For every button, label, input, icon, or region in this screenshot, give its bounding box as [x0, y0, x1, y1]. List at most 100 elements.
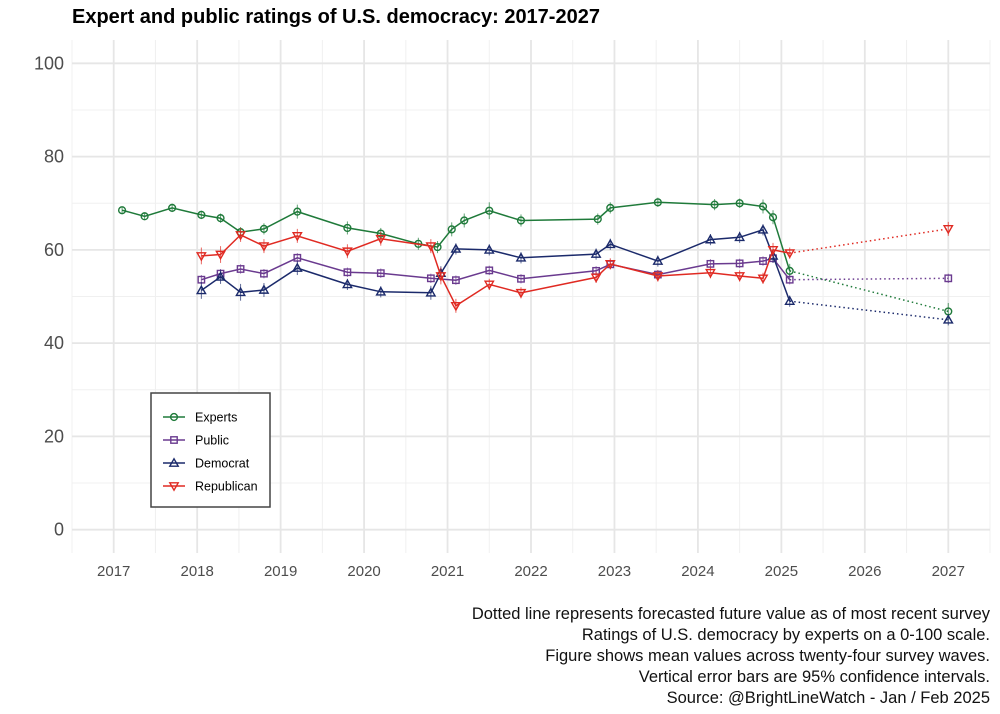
public-point: [236, 265, 245, 273]
x-tick-label: 2022: [514, 563, 547, 580]
x-tick-label: 2027: [932, 563, 965, 580]
experts-line: [121, 201, 791, 272]
legend-democrat-marker: [168, 457, 180, 467]
democrat-line: [200, 228, 791, 302]
republican-point: [652, 272, 664, 282]
democrat-point: [705, 233, 716, 244]
y-tick-label: 20: [44, 426, 64, 446]
public-point: [517, 274, 525, 283]
caption-line-waves: Figure shows mean values across twenty-f…: [545, 647, 990, 665]
experts-point: [516, 216, 526, 225]
republican-point: [767, 246, 779, 256]
x-tick-label: 2021: [431, 563, 464, 580]
experts-point: [140, 212, 149, 221]
legend-public-label: Public: [195, 434, 229, 448]
caption-line-forecast: Dotted line represents forecasted future…: [471, 605, 990, 623]
democrat-point: [341, 278, 353, 289]
public-point: [376, 269, 385, 278]
public-line: [201, 257, 791, 281]
x-tick-label: 2020: [347, 563, 380, 580]
legend-experts-marker: [169, 412, 179, 422]
series-republican: [195, 221, 954, 313]
republican-point: [705, 268, 716, 279]
public-point: [706, 259, 715, 268]
public-point: [260, 269, 268, 278]
legend-democrat-label: Democrat: [195, 457, 250, 471]
democrat-point: [734, 231, 746, 242]
public-point: [759, 257, 767, 265]
legend-box: [150, 392, 271, 508]
democrat-point: [425, 287, 437, 297]
y-tick-label: 80: [44, 147, 64, 167]
democrat-point: [291, 262, 303, 272]
series-layer: [117, 197, 954, 326]
democrat-point: [235, 286, 246, 297]
legend-experts-label: Experts: [195, 411, 237, 425]
experts-point: [293, 207, 302, 216]
x-tick-label: 2024: [681, 563, 714, 580]
democrat-point: [483, 244, 495, 254]
experts-point: [343, 223, 352, 233]
democrat-point: [590, 248, 602, 258]
y-tick-label: 40: [44, 333, 64, 353]
caption: Dotted line represents forecasted future…: [472, 604, 990, 709]
x-tick-label: 2023: [598, 563, 631, 580]
public-point: [426, 274, 435, 283]
chart-title: Expert and public ratings of U.S. democr…: [72, 6, 600, 28]
democrat-forecast-line: [789, 300, 949, 321]
republican-point: [235, 231, 246, 241]
public-point: [485, 266, 494, 275]
republican-point: [604, 260, 616, 270]
experts-point: [460, 216, 469, 225]
experts-point: [735, 199, 744, 208]
x-tick-label: 2017: [97, 563, 130, 580]
experts-point: [259, 224, 269, 233]
democrat-point: [258, 284, 270, 294]
public-point: [944, 274, 953, 283]
republican-point: [450, 301, 462, 312]
experts-point: [168, 203, 177, 212]
x-tick-label: 2019: [264, 563, 297, 580]
experts-forecast-line: [789, 270, 949, 313]
public-point: [735, 259, 744, 268]
experts-point: [197, 210, 206, 219]
public-point: [293, 253, 302, 262]
republican-point: [341, 247, 353, 257]
x-tick-label: 2025: [765, 563, 798, 580]
republican-line: [201, 233, 790, 307]
public-forecast-line: [789, 277, 949, 281]
legend-republican-label: Republican: [195, 480, 258, 494]
public-point: [343, 268, 352, 277]
experts-point: [117, 206, 127, 215]
republican-point: [757, 274, 769, 284]
experts-point: [768, 213, 778, 222]
experts-point: [216, 214, 225, 223]
republican-point: [375, 234, 387, 245]
republican-point: [435, 272, 447, 282]
axes: 0 20 40 60 80 100 2017 2018 2019 2020 2021 2022 2023…: [34, 53, 965, 580]
democrat-point: [652, 255, 664, 265]
republican-point: [425, 242, 437, 252]
legend: Experts Public Democrat Republican: [150, 392, 271, 508]
experts-point: [710, 200, 719, 209]
republican-point: [784, 249, 796, 259]
experts-point: [433, 242, 442, 252]
republican-point: [483, 280, 495, 290]
republican-point: [734, 272, 746, 282]
y-tick-label: 60: [44, 240, 64, 260]
democrat-point: [757, 224, 769, 234]
caption-line-error-bars: Vertical error bars are 95% confidence i…: [638, 668, 990, 686]
republican-point: [515, 288, 527, 299]
caption-line-scale: Ratings of U.S. democracy by experts on …: [581, 626, 990, 644]
democrat-point: [215, 271, 226, 281]
democrat-point: [784, 295, 796, 306]
x-tick-label: 2018: [180, 563, 213, 580]
experts-point: [785, 266, 794, 275]
experts-point: [758, 202, 768, 211]
democrat-point: [515, 252, 527, 262]
series-experts: [117, 197, 953, 320]
y-tick-label: 100: [34, 53, 64, 73]
experts-point: [485, 206, 494, 215]
democrat-point: [195, 284, 207, 295]
democrat-point: [375, 286, 387, 296]
